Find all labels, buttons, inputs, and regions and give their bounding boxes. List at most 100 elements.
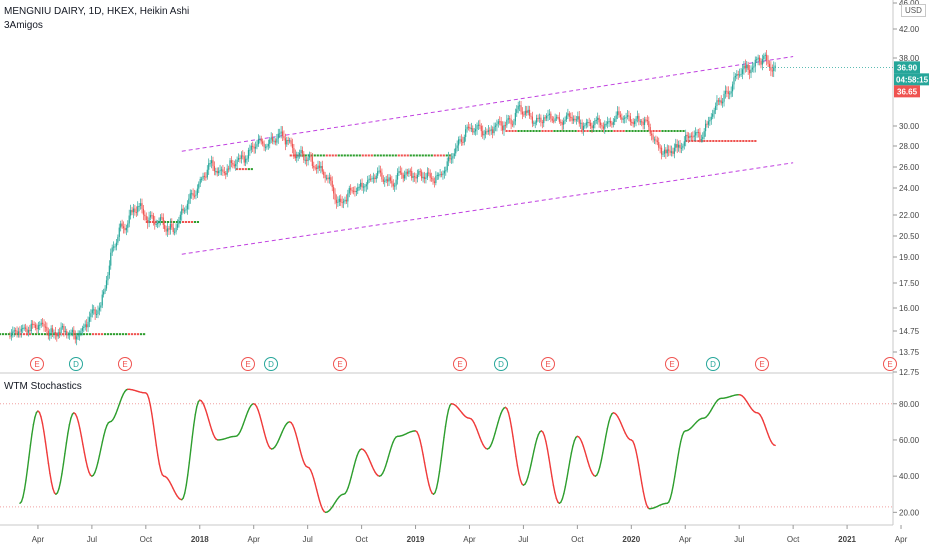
candle-body [318, 165, 321, 168]
candle-body [618, 111, 620, 115]
candle-body [500, 121, 502, 126]
stoch-segment [386, 455, 390, 463]
candle-body [371, 178, 373, 180]
stoch-segment [446, 409, 450, 418]
candle-body [581, 122, 583, 131]
time-axis[interactable]: Apr Jul Oct 2018 Apr Jul Oct 2019 Apr Jul Oct 2020 A… [32, 525, 908, 544]
candle-body [602, 126, 604, 129]
candle-body [564, 119, 566, 122]
candle-body [22, 328, 24, 330]
stoch-segment [188, 449, 192, 464]
candle-body [98, 307, 100, 311]
price-channel [181, 56, 794, 255]
candle-body [614, 118, 616, 122]
candle-body [23, 327, 25, 329]
stoch-segment [294, 432, 298, 440]
candle-body [235, 163, 237, 167]
candle-body [145, 216, 147, 221]
candle-body [484, 131, 487, 135]
stochastics-panel[interactable]: 80.00 60.00 40.00 20.00 [0, 388, 920, 517]
candle-body [634, 121, 636, 125]
event-marker [333, 357, 347, 371]
candle-body [378, 170, 380, 172]
stoch-segment [507, 411, 511, 420]
candle-body [210, 160, 213, 164]
candle-body [438, 174, 440, 176]
stoch-segment [383, 465, 387, 472]
stoch-segment [314, 483, 318, 491]
stoch-segment [209, 424, 213, 431]
stoch-segment [182, 492, 186, 499]
stoch-segment [61, 463, 65, 475]
stoch-segment [510, 426, 514, 437]
candle-body [621, 117, 623, 120]
candle-body [639, 121, 641, 123]
time-tick-label: Oct [140, 535, 153, 544]
candle-body [558, 117, 560, 122]
event-marker-label: E [669, 360, 674, 369]
candle-body [174, 231, 176, 233]
price-axis[interactable]: 46.0042.0038.0030.0028.0026.0024.0022.00… [893, 0, 920, 377]
candle-body [426, 172, 428, 178]
candle-body [533, 122, 535, 124]
candle-body [227, 168, 230, 170]
stoch-segment [203, 405, 207, 411]
candle-body [128, 215, 130, 224]
candle-body [598, 117, 600, 123]
time-tick-label: Oct [787, 535, 800, 544]
event-marker-label: D [710, 360, 716, 369]
candle-body [209, 163, 211, 165]
stoch-segment [516, 465, 520, 475]
stoch-segment [438, 460, 442, 473]
stoch-segment [264, 436, 268, 444]
candle-body [87, 321, 89, 328]
candle-body [395, 179, 397, 186]
countdown-badge [894, 73, 929, 86]
candle-body [436, 174, 438, 176]
candle-body [61, 326, 64, 328]
candle-body [247, 150, 250, 159]
candle-body [504, 125, 507, 127]
candle-body [651, 133, 653, 136]
stoch-segment [536, 433, 540, 440]
candle-body [557, 117, 559, 119]
stoch-segment [97, 455, 101, 464]
stoch-segment [567, 460, 571, 471]
price-tick-label: 26.00 [899, 163, 920, 172]
candle-body [597, 117, 599, 120]
price-panel[interactable] [0, 0, 894, 526]
candle-body [358, 186, 360, 188]
candle-body [110, 252, 112, 266]
candle-body [219, 170, 221, 172]
candle-body [71, 329, 74, 333]
currency-label[interactable]: USD [901, 4, 926, 17]
price-tick-label: 22.00 [899, 211, 920, 220]
candle-body [151, 215, 153, 217]
candle-body [293, 148, 295, 155]
candle-body [212, 160, 214, 167]
candle-body [543, 117, 545, 124]
candle-body [195, 194, 197, 196]
time-tick-label: Apr [463, 535, 476, 544]
candle-body [747, 64, 749, 70]
candle-body [534, 122, 536, 124]
candle-body [649, 127, 651, 134]
candle-body [362, 186, 365, 188]
stoch-segment [563, 485, 567, 495]
candle-body [457, 139, 460, 146]
price-tick-label: 42.00 [899, 25, 920, 34]
candle-body [756, 59, 758, 61]
stoch-segment [419, 439, 423, 448]
stoch-segment [605, 427, 609, 437]
candle-body [642, 121, 644, 125]
candle-body [225, 173, 227, 175]
candlestick-series[interactable] [9, 50, 776, 346]
candle-body [196, 188, 198, 195]
candle-body [473, 131, 475, 133]
candle-body [135, 212, 137, 214]
stoch-segment [41, 422, 45, 433]
stoch-segment [765, 428, 769, 435]
stoch-segment [642, 490, 646, 500]
